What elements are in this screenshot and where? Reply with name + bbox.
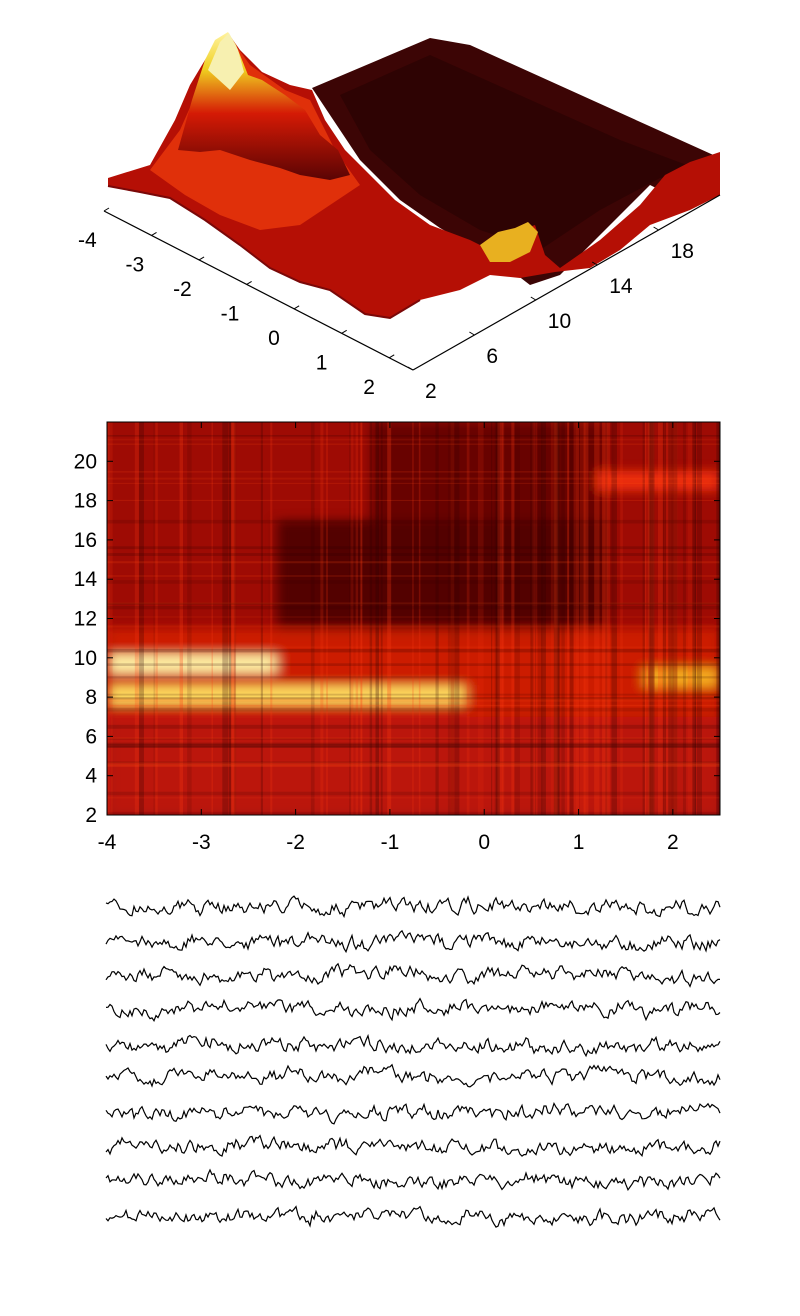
surface-x-tick-label: 0 [268,327,280,350]
heatmap-x-tick-label: 2 [667,831,679,854]
surface-x-tick [246,280,252,285]
heatmap-x-tick-label: 0 [478,831,490,854]
x-axis-3d [103,210,414,371]
surface-x-tick [293,305,300,310]
heatmap-x-tick-label: 1 [573,831,585,854]
eeg-trace [105,895,721,919]
heatmap-x-tick-label: -1 [381,831,400,854]
eeg-trace [105,929,721,954]
heatmap-band [597,470,720,491]
surface-y-tick [469,331,475,336]
eeg-trace [105,962,720,988]
surface-x-tick-label: 1 [316,351,328,374]
surface-plot: -4 -3 -2 -1 0 1 2 2 6 10 14 18 [78,32,721,403]
surface-y-tick-label: 18 [671,240,694,263]
eeg-trace [105,1101,721,1125]
eeg-trace [105,997,721,1022]
surface-x-tick-label: 2 [363,376,375,399]
surface-x-tick [341,329,347,334]
eeg-trace [105,1033,721,1058]
eeg-trace [105,1134,721,1157]
heatmap-y-tick-label: 20 [74,450,97,473]
surface-y-tick-label: 14 [609,275,633,298]
heatmap-x-tick-label: -3 [192,831,211,854]
heatmap-y-tick-label: 16 [74,529,97,552]
surface-x-tick-label: -2 [173,278,192,301]
surface-y-tick-label: 6 [486,345,498,368]
surface-y-tick-label: 2 [425,380,437,403]
surface-y-tick [530,296,537,301]
surface-x-tick-label: -3 [126,253,145,276]
heatmap-y-tick-label: 8 [85,686,97,709]
surface-x-tick [198,256,205,261]
eeg-trace [105,1168,721,1192]
surface-x-tick-label: -1 [221,302,240,325]
surface-x-tick [151,232,157,236]
surface-y-tick-label: 10 [548,310,571,333]
eeg-trace [105,1205,721,1228]
surface-y-tick [591,261,598,266]
heatmap-y-tick-label: 14 [74,568,98,591]
y-axis-3d [412,194,721,371]
traces-plot [105,895,721,1228]
eeg-trace [105,1063,721,1088]
heatmap-band [107,685,466,706]
heatmap-x-tick-label: -2 [286,831,305,854]
surface-x-tick-label: -4 [78,229,97,252]
heatmap-x-tick-label: -4 [98,831,117,854]
heatmap-y-tick-label: 12 [74,608,97,631]
surface-y-tick [653,226,659,231]
heatmap-y-tick-label: 4 [85,765,97,788]
surface-x-tick [388,354,395,359]
heatmap-y-tick-label: 18 [74,490,97,513]
heatmap-y-tick-label: 6 [85,725,97,748]
heatmap-y-tick-label: 2 [85,804,97,827]
surface-x-tick [103,207,110,212]
heatmap-band [644,667,720,688]
heatmap-band [107,653,277,674]
heatmap-y-tick-label: 10 [74,647,97,670]
surface-y-tick [407,366,414,371]
